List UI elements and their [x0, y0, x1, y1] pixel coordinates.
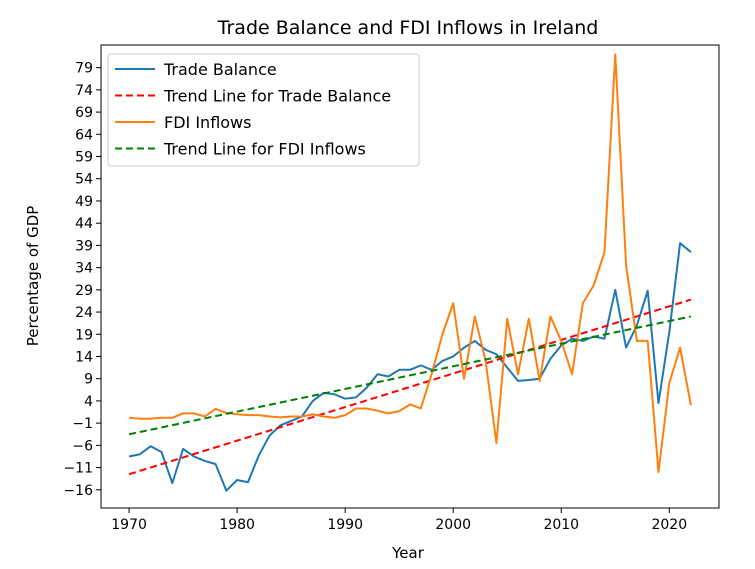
y-tick-label: 44 — [75, 216, 93, 232]
series-line-trend-line-for-fdi-inflows — [128, 315, 692, 436]
y-tick-label: 54 — [75, 172, 93, 188]
x-tick-label: 2010 — [543, 517, 579, 533]
x-axis-label: Year — [391, 544, 425, 562]
series-line-fdi-inflows — [129, 53, 692, 474]
y-tick-label: 14 — [75, 349, 93, 365]
y-tick-label: 59 — [75, 150, 93, 166]
y-tick-label: 74 — [75, 83, 93, 99]
legend-label-trend-line-for-trade-balance: Trend Line for Trade Balance — [163, 87, 391, 106]
legend-label-fdi-inflows: FDI Inflows — [164, 113, 251, 132]
y-tick-label: 79 — [75, 61, 93, 77]
y-tick-label: −6 — [72, 438, 93, 454]
y-tick-label: 69 — [75, 105, 93, 121]
x-tick-label: 2000 — [435, 517, 471, 533]
legend-label-trend-line-for-fdi-inflows: Trend Line for FDI Inflows — [163, 140, 366, 159]
legend-label-trade-balance: Trade Balance — [163, 60, 277, 79]
y-tick-label: 49 — [75, 194, 93, 210]
y-tick-label: 9 — [84, 372, 93, 388]
y-tick-label: −1 — [72, 416, 93, 432]
plot-area — [128, 53, 692, 492]
y-tick-label: 64 — [75, 127, 93, 143]
y-axis-label: Percentage of GDP — [24, 206, 42, 347]
y-tick-label: −16 — [63, 483, 93, 499]
y-tick-label: 4 — [84, 394, 93, 410]
chart-title: Trade Balance and FDI Inflows in Ireland — [217, 17, 599, 39]
y-tick-label: 19 — [75, 327, 93, 343]
series-line-trade-balance — [128, 242, 692, 492]
x-tick-label: 1980 — [219, 517, 255, 533]
y-tick-label: 39 — [75, 238, 93, 254]
x-axis: 1970 1980 1990 2000 2010 2020 — [111, 508, 687, 533]
plot-frame — [100, 44, 720, 509]
series-line-trend-line-for-trade-balance — [128, 298, 692, 476]
y-tick-label: −11 — [63, 461, 93, 477]
y-tick-label: 34 — [75, 261, 93, 277]
y-tick-label: 24 — [75, 305, 93, 321]
y-tick-label: 29 — [75, 283, 93, 299]
x-tick-label: 1990 — [327, 517, 363, 533]
legend-box — [107, 53, 420, 167]
legend: Trade Balance Trend Line for Trade Balanc… — [107, 53, 420, 167]
x-tick-label: 1970 — [111, 517, 147, 533]
x-tick-label: 2020 — [651, 517, 687, 533]
